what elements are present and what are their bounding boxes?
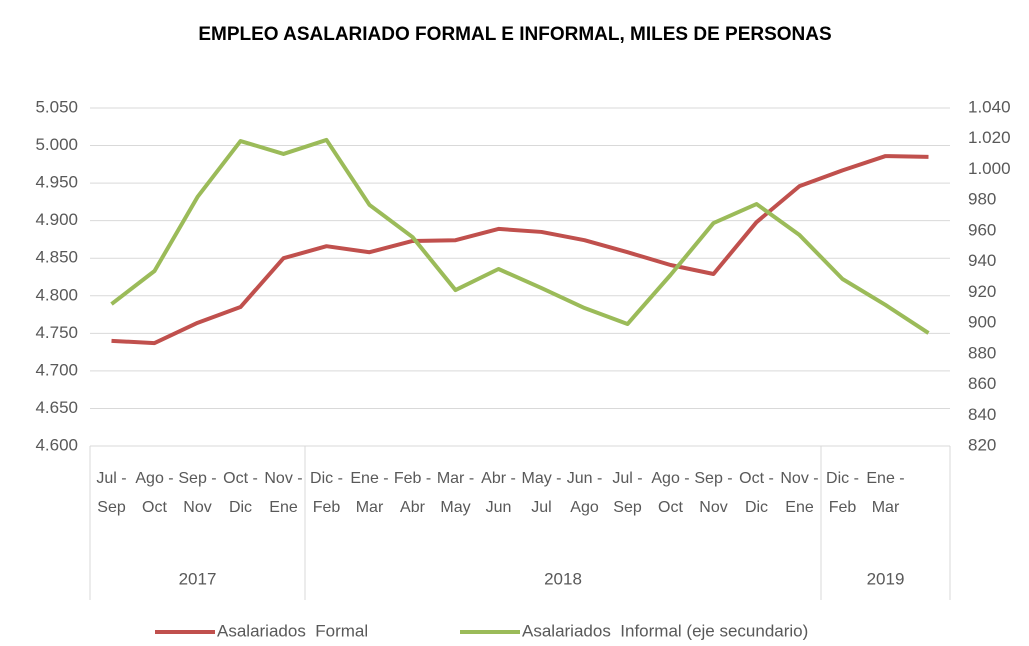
x-tick-label: Feb - Abr: [393, 470, 432, 516]
y2-tick-label: 840: [968, 405, 996, 424]
x-tick-label: Ene - Mar: [350, 470, 389, 516]
y2-tick-label: 960: [968, 220, 996, 239]
x-group-label: 2019: [867, 569, 905, 588]
x-tick-label: Ago - Oct: [135, 470, 174, 516]
y2-tick-label: 860: [968, 374, 996, 393]
y2-tick-label: 980: [968, 190, 996, 209]
y2-tick-label: 1.040: [968, 97, 1011, 116]
y-tick-label: 4.900: [35, 210, 78, 229]
y-tick-label: 4.800: [35, 285, 78, 304]
y-tick-label: 4.600: [35, 435, 78, 454]
x-tick-label: Oct - Dic: [739, 470, 774, 516]
x-tick-label: Oct - Dic: [223, 470, 258, 516]
y2-tick-label: 1.020: [968, 128, 1011, 147]
x-tick-label: Dic - Feb: [310, 470, 343, 516]
legend-label: Asalariados Informal (eje secundario): [522, 621, 808, 640]
y2-tick-label: 940: [968, 251, 996, 270]
y2-tick-label: 820: [968, 435, 996, 454]
y-tick-label: 4.750: [35, 323, 78, 342]
x-tick-label: Nov - Ene: [264, 470, 303, 516]
y2-tick-label: 900: [968, 313, 996, 332]
x-tick-label: Ago - Oct: [651, 470, 690, 516]
x-tick-label: Dic - Feb: [826, 470, 859, 516]
x-tick-label: Jul - Sep: [612, 470, 643, 516]
y-tick-label: 4.650: [35, 398, 78, 417]
x-tick-label: Mar - May: [436, 470, 475, 516]
y-tick-label: 5.050: [35, 97, 78, 116]
x-tick-label: May - Jul: [521, 470, 562, 516]
legend-label: Asalariados Formal: [217, 621, 368, 640]
y-tick-label: 5.000: [35, 135, 78, 154]
series-line: [111, 154, 929, 346]
y-tick-label: 4.850: [35, 248, 78, 267]
series-line: [110, 137, 930, 335]
x-group-label: 2017: [179, 569, 217, 588]
x-tick-label: Jul - Sep: [96, 470, 127, 516]
x-tick-label: Nov - Ene: [780, 470, 819, 516]
chart-title: EMPLEO ASALARIADO FORMAL E INFORMAL, MIL…: [198, 24, 831, 45]
y2-tick-label: 880: [968, 343, 996, 362]
y-tick-label: 4.700: [35, 360, 78, 379]
x-tick-label: Sep - Nov: [694, 470, 733, 516]
x-tick-label: Sep - Nov: [178, 470, 217, 516]
x-tick-label: Ene - Mar: [866, 470, 905, 516]
x-group-label: 2018: [544, 569, 582, 588]
x-tick-label: Abr - Jun: [481, 470, 516, 516]
y-tick-label: 4.950: [35, 173, 78, 192]
y2-tick-label: 920: [968, 282, 996, 301]
y2-tick-label: 1.000: [968, 159, 1011, 178]
x-tick-label: Jun - Ago: [566, 470, 603, 516]
